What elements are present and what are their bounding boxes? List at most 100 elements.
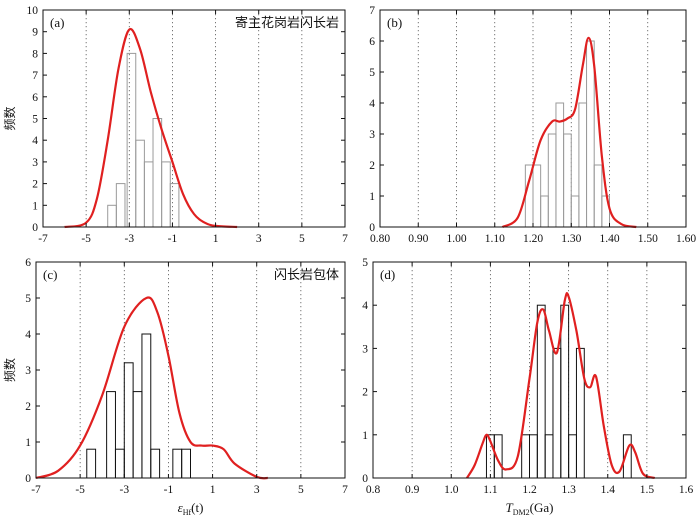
y-tick-label: 10 xyxy=(27,5,39,17)
histogram-bar-4 xyxy=(547,133,557,228)
x-axis-label-tail: (t) xyxy=(191,500,203,515)
y-tick-label: 2 xyxy=(362,387,368,399)
y-tick-label: 5 xyxy=(362,257,368,269)
histogram-bar-2 xyxy=(532,164,542,228)
histogram-bar-2 xyxy=(106,391,116,479)
y-tick-label: 6 xyxy=(25,257,31,269)
x-tick-label: 1 xyxy=(210,484,216,496)
x-axis-label-tail: (Ga) xyxy=(530,500,554,515)
panel-label: (d) xyxy=(380,267,395,282)
x-tick-label: 1.2 xyxy=(522,484,537,496)
histogram-bar-9 xyxy=(586,40,595,228)
x-axis-label-main: T xyxy=(506,500,514,515)
y-tick-label: 1 xyxy=(362,430,368,442)
density-curve xyxy=(35,296,268,480)
x-tick-label: 3 xyxy=(254,484,260,496)
histogram-bar-3 xyxy=(521,434,530,479)
histogram-bars xyxy=(485,304,632,479)
x-tick-label: 1.30 xyxy=(561,233,581,245)
x-axis-label-sub: DM2 xyxy=(513,508,530,515)
panel-label: (b) xyxy=(387,15,402,30)
histogram-bar-1 xyxy=(86,448,97,479)
histogram-bar-8 xyxy=(169,183,180,228)
histogram-bar-2 xyxy=(115,183,126,228)
y-tick-label: 6 xyxy=(369,36,375,48)
panel-b: 0.80 0.90 1.00 1.10 1.20 1.30 1.40 1.50 1.60 0 1 2 3… xyxy=(369,5,696,245)
histogram-bar-4 xyxy=(123,362,134,479)
y-tick-label: 7 xyxy=(32,70,38,82)
y-tick-label: 0 xyxy=(362,473,368,485)
histogram-bar-5 xyxy=(132,391,143,479)
histogram-bar-8 xyxy=(578,102,588,228)
x-tick-label: 1.40 xyxy=(599,233,619,245)
x-axis-label-main: ε xyxy=(178,500,184,515)
x-tick-label: -1 xyxy=(164,484,174,496)
y-tick-label: 8 xyxy=(32,48,38,60)
x-tick-label: 0.90 xyxy=(408,233,428,245)
histogram-bar-1 xyxy=(107,204,117,228)
histogram-bar-5 xyxy=(536,304,546,479)
density-curve xyxy=(501,36,637,229)
x-tick-label: 1.00 xyxy=(446,233,466,245)
y-tick-label: 3 xyxy=(25,365,31,377)
x-tick-label: -7 xyxy=(38,233,48,245)
x-tick-label: -3 xyxy=(119,484,129,496)
histogram-bars xyxy=(524,40,610,228)
plot-frame xyxy=(42,9,346,228)
x-tick-label: 1.5 xyxy=(640,484,655,496)
x-tick-label: -5 xyxy=(81,233,91,245)
y-tick-label: 0 xyxy=(25,473,31,485)
panel-label: (a) xyxy=(50,15,64,30)
panel-d: 0.8 0.9 1.0 1.1 1.2 1.3 1.4 1.5 1.6 0 1 2 3 4 5 (d) TDM2… xyxy=(362,257,693,515)
y-tick-label: 0 xyxy=(369,222,375,234)
y-tick-label: 4 xyxy=(369,98,375,110)
y-tick-label: 2 xyxy=(32,179,38,191)
panel-label: (c) xyxy=(43,267,57,282)
x-tick-label: 1.10 xyxy=(485,233,505,245)
histogram-bar-10 xyxy=(593,164,603,228)
y-tick-label: 4 xyxy=(25,329,31,341)
x-tick-label: -7 xyxy=(31,484,41,496)
histogram-bar-5 xyxy=(143,161,154,228)
y-tick-label: 6 xyxy=(32,92,38,104)
histogram-bar-9 xyxy=(568,434,577,479)
panel-annotation: 闪长岩包体 xyxy=(274,268,339,283)
x-tick-label: 5 xyxy=(299,233,305,245)
y-tick-label: 0 xyxy=(32,222,38,234)
x-tick-label: 1 xyxy=(213,233,219,245)
x-tick-label: 1.1 xyxy=(483,484,498,496)
x-tick-label: 1.4 xyxy=(601,484,616,496)
y-tick-label: 5 xyxy=(25,293,31,305)
x-tick-label: 1.20 xyxy=(523,233,543,245)
x-tick-label: 5 xyxy=(298,484,304,496)
histogram-bar-4 xyxy=(135,139,145,228)
histogram-bar-7 xyxy=(150,448,161,479)
histogram-bar-7 xyxy=(552,347,562,479)
histogram-bars xyxy=(107,52,180,228)
y-tick-label: 5 xyxy=(32,114,38,126)
density-curve xyxy=(64,27,238,229)
histogram-bar-4 xyxy=(529,434,538,479)
x-tick-label: 7 xyxy=(342,233,348,245)
panel-annotation: 寄主花岗岩闪长岩 xyxy=(235,15,339,31)
y-tick-label: 7 xyxy=(369,5,375,17)
density-curve xyxy=(465,292,656,480)
x-tick-label: -5 xyxy=(75,484,85,496)
histogram-bar-6 xyxy=(544,434,554,479)
x-axis-label: εHf(t) xyxy=(178,500,204,515)
x-tick-label: -3 xyxy=(124,233,134,245)
y-axis-label: 频数 xyxy=(2,106,17,130)
x-tick-label: 1.50 xyxy=(638,233,658,245)
x-tick-label: 1.3 xyxy=(561,484,576,496)
y-tick-label: 1 xyxy=(32,200,38,212)
histogram-bar-8 xyxy=(560,304,570,479)
plot-frame xyxy=(35,261,346,479)
histogram-bar-8 xyxy=(172,448,183,479)
histogram-bar-6 xyxy=(563,133,572,228)
y-tick-label: 2 xyxy=(25,401,31,413)
y-tick-label: 1 xyxy=(25,437,31,449)
y-tick-label: 9 xyxy=(32,27,38,39)
y-tick-label: 2 xyxy=(369,160,375,172)
